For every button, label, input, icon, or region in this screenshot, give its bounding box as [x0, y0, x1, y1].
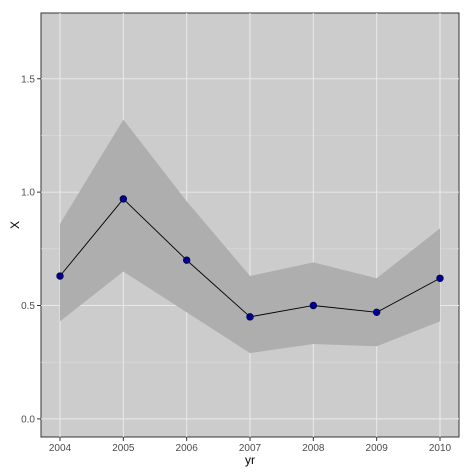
data-point: [119, 195, 128, 203]
y-tick-label: 1.5: [21, 74, 35, 85]
confidence-band-layer: [60, 119, 440, 354]
data-point: [56, 272, 64, 280]
y-axis-title: X: [8, 221, 22, 229]
data-point: [372, 308, 381, 316]
x-tick-label: 2005: [112, 443, 135, 454]
x-axis: 2004 2005 2006 2007 2008 2009 2010: [49, 437, 452, 454]
series-points-layer: [56, 195, 444, 321]
data-point: [309, 301, 318, 310]
y-tick-label: 1.0: [21, 188, 35, 199]
x-axis-title: yr: [245, 453, 255, 467]
y-tick-label: 0.0: [21, 414, 35, 425]
data-point: [436, 274, 444, 282]
y-axis: 0.0 0.5 1.0 1.5: [21, 74, 41, 425]
x-tick-label: 2006: [176, 443, 199, 454]
x-tick-label: 2007: [239, 443, 262, 454]
confidence-band: [60, 119, 440, 354]
data-point: [182, 256, 191, 264]
x-tick-label: 2010: [429, 443, 452, 454]
x-tick-label: 2008: [302, 443, 325, 454]
x-tick-label: 2004: [49, 443, 72, 454]
y-tick-label: 0.5: [21, 301, 35, 312]
data-point: [246, 313, 254, 321]
x-tick-label: 2009: [366, 443, 389, 454]
